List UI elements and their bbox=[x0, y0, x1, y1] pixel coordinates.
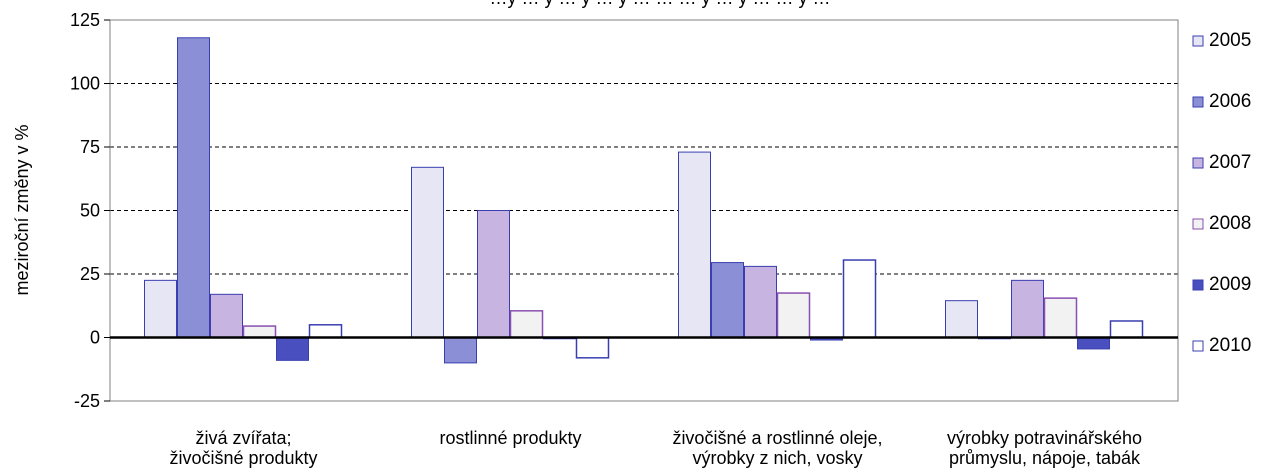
bar-2009 bbox=[1077, 337, 1110, 350]
bar-2010 bbox=[575, 336, 610, 359]
legend-label-2005: 2005 bbox=[1209, 30, 1251, 51]
legend-label-2008: 2008 bbox=[1209, 213, 1251, 234]
legend-swatch-2006 bbox=[1192, 96, 1204, 108]
bars bbox=[144, 37, 1144, 364]
bar-2008 bbox=[509, 310, 544, 339]
y-tick-label: 100 bbox=[70, 74, 100, 94]
bar-2008 bbox=[242, 325, 277, 339]
bar-2005 bbox=[945, 300, 978, 339]
bar-2006 bbox=[711, 262, 744, 339]
x-category-line: živá zvířata; bbox=[195, 428, 291, 448]
y-tick-label: -25 bbox=[74, 391, 100, 411]
bar-2010 bbox=[308, 324, 343, 339]
bar-2007 bbox=[1011, 279, 1044, 339]
legend-label-2007: 2007 bbox=[1209, 152, 1251, 173]
legend-swatch-2010 bbox=[1192, 340, 1204, 352]
legend-swatch-2007 bbox=[1192, 157, 1204, 169]
x-category-line: rostlinné produkty bbox=[439, 428, 581, 448]
bar-2009 bbox=[276, 337, 309, 361]
y-tick-label: 75 bbox=[80, 137, 100, 157]
y-tick-label: 25 bbox=[80, 264, 100, 284]
bar-2010 bbox=[842, 259, 877, 339]
legend-label-2010: 2010 bbox=[1209, 335, 1251, 356]
chart-title: …y … y … y … y … … … y … y … … y … bbox=[489, 0, 830, 8]
x-category-label: rostlinné produkty bbox=[439, 428, 581, 448]
x-category-line: výrobky potravinářského bbox=[947, 428, 1142, 448]
legend-label-2009: 2009 bbox=[1209, 274, 1251, 295]
y-tick-label: 50 bbox=[80, 201, 100, 221]
y-axis-label: meziroční změny v % bbox=[12, 124, 32, 295]
legend-swatch-2009 bbox=[1192, 279, 1204, 291]
x-category-line: živočišné a rostlinné oleje, bbox=[672, 428, 882, 448]
x-category-line: průmyslu, nápoje, tabák bbox=[949, 448, 1141, 468]
bar-2005 bbox=[411, 166, 444, 338]
bar-2008 bbox=[1043, 297, 1078, 339]
bar-2005 bbox=[678, 151, 711, 338]
legend-swatch-2005 bbox=[1192, 35, 1204, 47]
x-category-label: výrobky potravinářského průmyslu, nápoje,… bbox=[947, 428, 1142, 468]
axes bbox=[104, 19, 1179, 402]
bar-2007 bbox=[744, 265, 777, 339]
y-tick-label: 125 bbox=[70, 10, 100, 30]
y-tick-label: 0 bbox=[90, 328, 100, 348]
x-category-labels: živá zvířata; živočišné produkty rostlinné… bbox=[169, 428, 1142, 468]
bar-2010 bbox=[1109, 320, 1144, 339]
y-tick-labels: -25 0 25 50 75 100 125 bbox=[70, 10, 100, 411]
bar-2006 bbox=[444, 337, 477, 364]
bar-2008 bbox=[776, 292, 811, 339]
x-category-label: živočišné a rostlinné oleje, výrobky z ni… bbox=[672, 428, 882, 468]
x-category-label: živá zvířata; živočišné produkty bbox=[169, 428, 317, 468]
gridlines bbox=[110, 83, 1178, 275]
x-category-line: výrobky z nich, vosky bbox=[692, 448, 862, 468]
bar-2005 bbox=[144, 279, 177, 339]
bar-2006 bbox=[177, 37, 210, 338]
legend: 2005 2006 2007 2008 2009 2010 bbox=[1192, 30, 1251, 356]
legend-swatch-2008 bbox=[1192, 218, 1204, 230]
x-category-line: živočišné produkty bbox=[169, 448, 317, 468]
bar-2007 bbox=[477, 210, 510, 338]
legend-label-2006: 2006 bbox=[1209, 91, 1251, 112]
bar-2007 bbox=[210, 293, 243, 339]
